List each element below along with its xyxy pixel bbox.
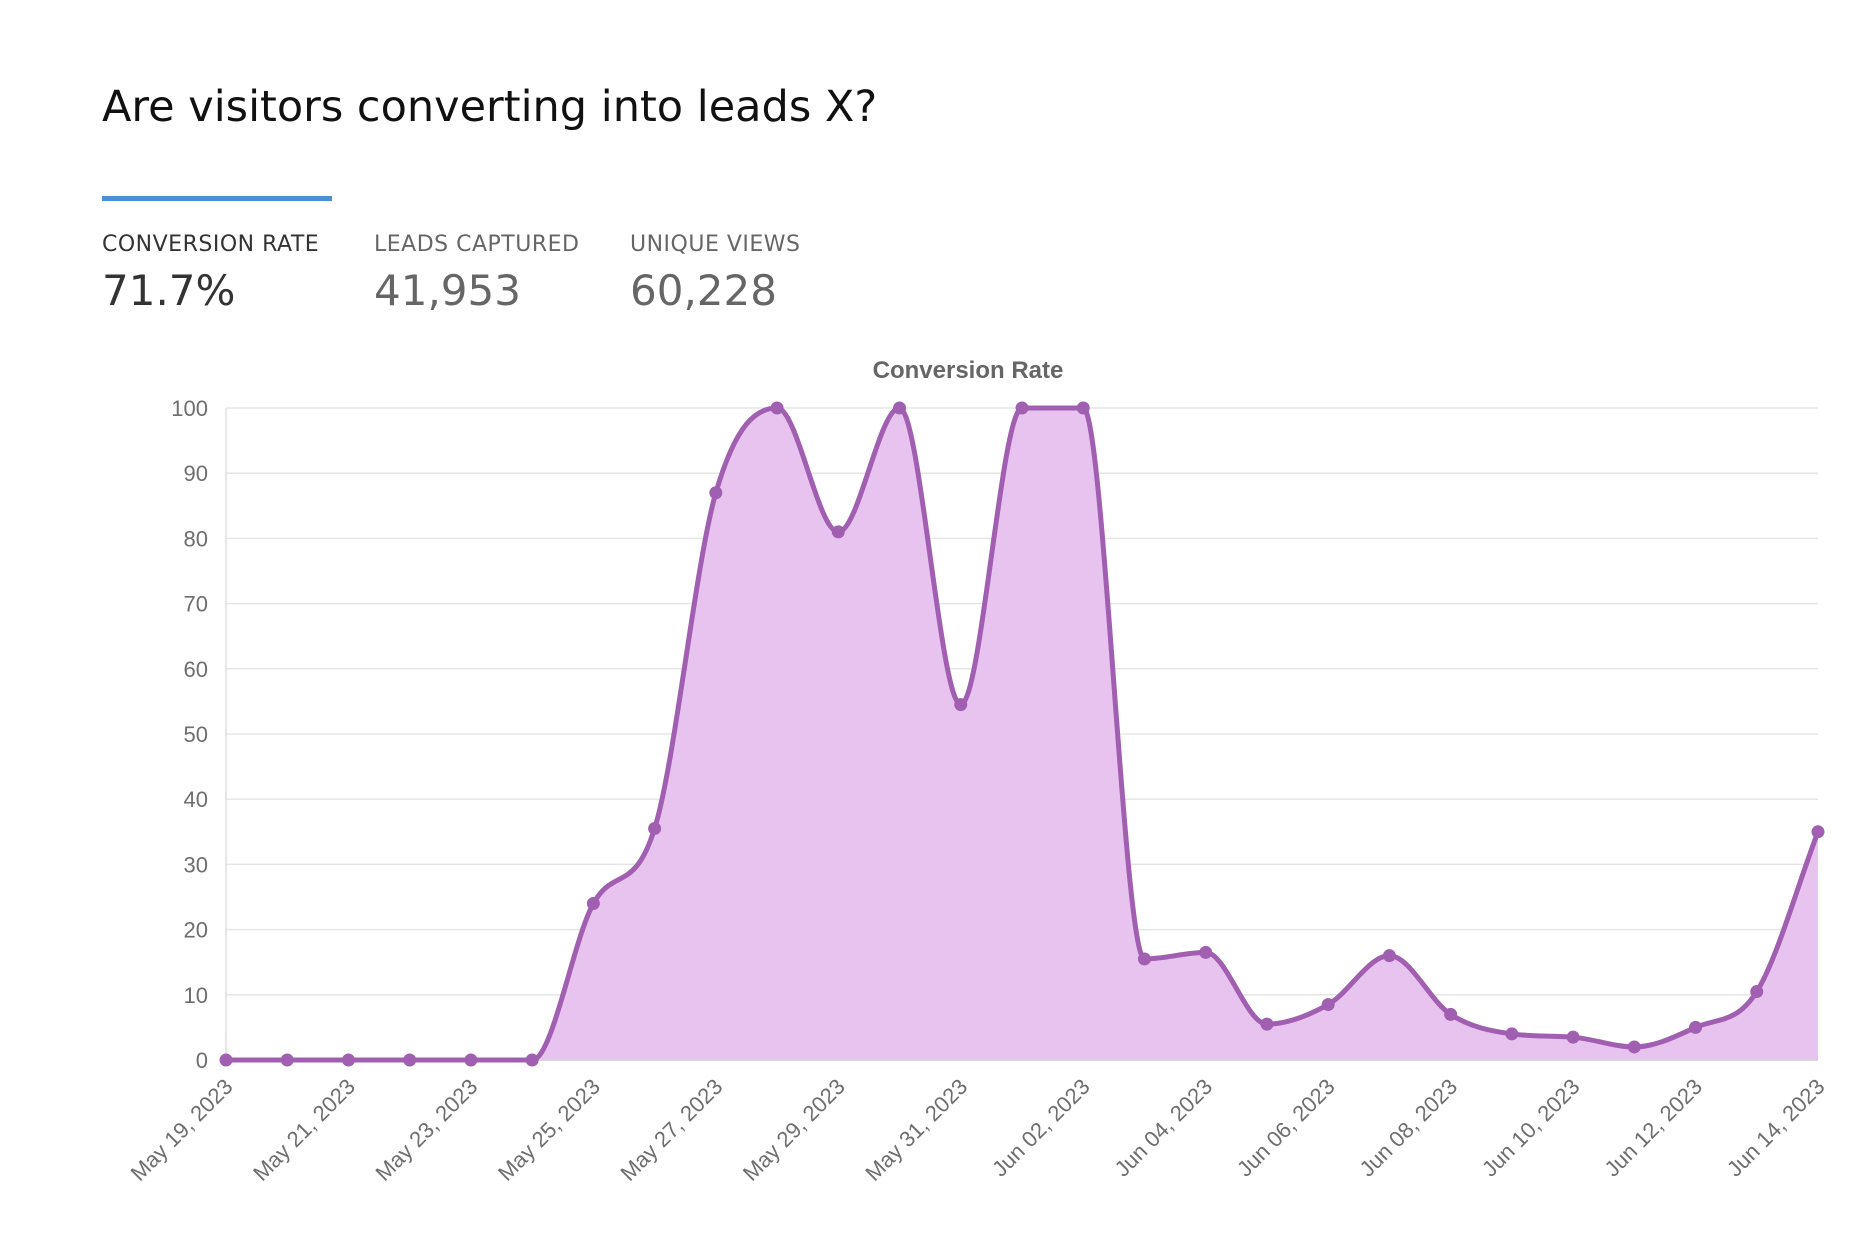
- tab-label: CONVERSION RATE: [102, 232, 320, 257]
- y-tick-label: 10: [184, 983, 208, 1008]
- data-point[interactable]: [525, 1053, 539, 1067]
- data-point[interactable]: [403, 1053, 417, 1067]
- data-point[interactable]: [709, 486, 723, 500]
- x-tick-label: May 31, 2023: [860, 1074, 972, 1186]
- y-tick-label: 80: [184, 526, 208, 551]
- series-area: [219, 401, 1825, 1067]
- data-point[interactable]: [1199, 945, 1213, 959]
- tab-label: UNIQUE VIEWS: [630, 232, 801, 257]
- tab-label: LEADS CAPTURED: [374, 232, 580, 257]
- tab-value: 41,953: [374, 266, 521, 315]
- data-point[interactable]: [1566, 1030, 1580, 1044]
- y-tick-label: 100: [171, 396, 208, 421]
- tab-value: 71.7%: [102, 266, 236, 315]
- y-tick-label: 50: [184, 722, 208, 747]
- y-tick-label: 20: [184, 918, 208, 943]
- x-tick-label: May 21, 2023: [248, 1074, 360, 1186]
- data-point[interactable]: [1811, 825, 1825, 839]
- y-tick-label: 70: [184, 592, 208, 617]
- data-point[interactable]: [586, 897, 600, 911]
- data-point[interactable]: [1750, 985, 1764, 999]
- data-point[interactable]: [219, 1053, 233, 1067]
- y-tick-label: 40: [184, 787, 208, 812]
- data-point[interactable]: [1627, 1040, 1641, 1054]
- y-axis-ticks: 0 10 20 30 40 50 60 70 80 90 100: [171, 396, 208, 1073]
- data-point[interactable]: [280, 1053, 294, 1067]
- y-tick-label: 60: [184, 657, 208, 682]
- data-point[interactable]: [648, 822, 662, 836]
- x-tick-label: May 27, 2023: [615, 1074, 727, 1186]
- x-axis-ticks: May 19, 2023 May 21, 2023 May 23, 2023 May …: [126, 1074, 1830, 1186]
- tab-value: 60,228: [630, 266, 777, 315]
- x-tick-label: Jun 12, 2023: [1599, 1074, 1707, 1182]
- data-point[interactable]: [1382, 949, 1396, 963]
- data-point[interactable]: [770, 401, 784, 415]
- y-tick-label: 0: [196, 1048, 208, 1073]
- data-point[interactable]: [1076, 401, 1090, 415]
- x-tick-label: Jun 14, 2023: [1722, 1074, 1830, 1182]
- data-point[interactable]: [954, 698, 968, 712]
- x-tick-label: Jun 08, 2023: [1355, 1074, 1463, 1182]
- data-point[interactable]: [1321, 998, 1335, 1012]
- x-tick-label: May 29, 2023: [738, 1074, 850, 1186]
- y-tick-label: 30: [184, 852, 208, 877]
- x-tick-label: May 19, 2023: [126, 1074, 238, 1186]
- x-tick-label: Jun 02, 2023: [987, 1074, 1095, 1182]
- x-tick-label: Jun 06, 2023: [1232, 1074, 1340, 1182]
- data-point[interactable]: [1260, 1017, 1274, 1031]
- x-tick-label: May 23, 2023: [371, 1074, 483, 1186]
- active-tab-indicator: [102, 196, 332, 201]
- data-point[interactable]: [1689, 1020, 1703, 1034]
- data-point[interactable]: [464, 1053, 478, 1067]
- chart-title: Conversion Rate: [873, 357, 1064, 384]
- data-point[interactable]: [893, 401, 907, 415]
- series-area-fill: [226, 408, 1818, 1060]
- data-point[interactable]: [341, 1053, 355, 1067]
- data-point[interactable]: [1505, 1027, 1519, 1041]
- x-tick-label: Jun 04, 2023: [1110, 1074, 1218, 1182]
- y-tick-label: 90: [184, 461, 208, 486]
- x-tick-label: Jun 10, 2023: [1477, 1074, 1585, 1182]
- data-point[interactable]: [1015, 401, 1029, 415]
- data-point[interactable]: [831, 525, 845, 539]
- x-tick-label: May 25, 2023: [493, 1074, 605, 1186]
- data-point[interactable]: [1444, 1007, 1458, 1021]
- data-point[interactable]: [1137, 952, 1151, 966]
- page-title: Are visitors converting into leads X?: [102, 82, 878, 132]
